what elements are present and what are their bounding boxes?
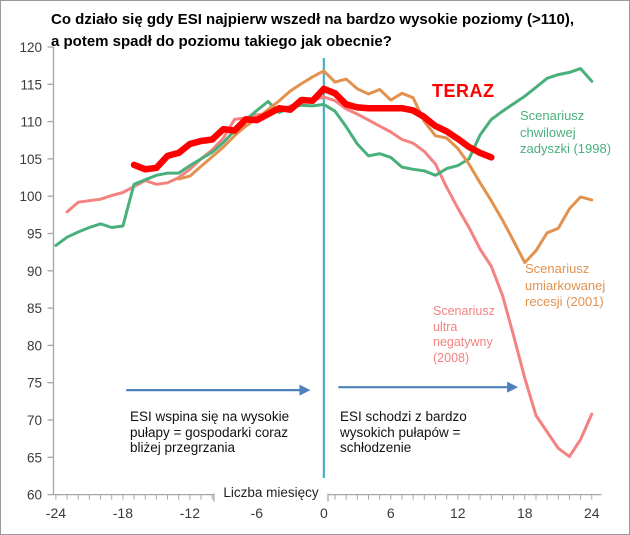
x-axis-title: Liczba miesięcy [223, 485, 319, 500]
series-green-1998 [54, 67, 594, 247]
x-tick-label: -6 [251, 505, 264, 521]
series-teraz [130, 85, 495, 173]
annotation-arrowhead-left [299, 384, 311, 396]
chart-title: Co działo się gdy ESI najpierw wszedł na… [51, 11, 575, 50]
y-tick-label: 85 [27, 301, 42, 316]
y-tick-label: 115 [20, 77, 42, 92]
x-tick-label: -18 [113, 505, 133, 521]
x-tick-label: -24 [46, 505, 66, 521]
y-tick-label: 100 [19, 189, 42, 204]
y-tick-label: 105 [19, 152, 42, 167]
y-tick-label: 120 [19, 40, 42, 55]
y-tick-label: 110 [20, 115, 42, 130]
x-tick-label: 0 [320, 505, 328, 521]
y-tick-label: 90 [27, 264, 42, 279]
x-tick-label: 24 [584, 505, 600, 521]
series-label-orange-2001: Scenariusz umiarkowanej recesji (2001) [525, 261, 606, 309]
series-label-green-1998: Scenariusz chwilowej zadyszki (1998) [520, 108, 612, 156]
annotation-note-left: ESI wspina się na wysokie pułapy = gospo… [130, 409, 290, 455]
y-tick-label: 95 [27, 227, 42, 242]
series-orange-2001 [177, 69, 594, 265]
x-tick-label: -12 [180, 505, 200, 521]
annotation-arrowhead-right [507, 381, 519, 393]
y-tick-label: 70 [27, 413, 42, 428]
y-tick-label: 60 [27, 488, 42, 503]
x-tick-label: 12 [450, 505, 466, 521]
y-tick-label: 65 [27, 450, 42, 465]
series-label-teraz: TERAZ [432, 81, 495, 101]
series-label-pink-2008: Scenariusz ultra negatywny (2008) [433, 304, 495, 365]
annotation-note-right: ESI schodzi z bardzo wysokich pułapów = … [340, 409, 467, 455]
y-tick-label: 80 [27, 338, 42, 353]
x-tick-label: 6 [387, 505, 395, 521]
x-tick-label: 18 [517, 505, 533, 521]
y-tick-label: 75 [27, 376, 42, 391]
series-pink-2008 [65, 95, 594, 459]
